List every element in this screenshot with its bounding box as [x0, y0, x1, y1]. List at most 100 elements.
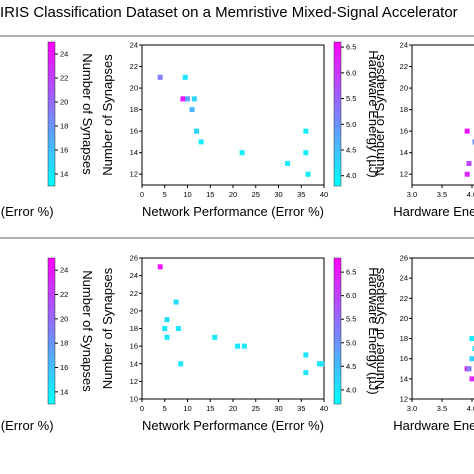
top-center-xtick-label: 25: [252, 190, 260, 199]
top-center-colorbar: [333, 41, 342, 187]
top-center-data-point: [157, 74, 163, 80]
bottom-center-xtick-label: 20: [229, 404, 237, 413]
top-left-colorbar-tick-label: 24: [60, 50, 68, 59]
bottom-center-ytick-label: 26: [130, 254, 138, 263]
top-center-ytick-label: 20: [130, 84, 138, 93]
top-center-xtick-label: 5: [163, 190, 167, 199]
bottom-left-colorbar-tick-label: 16: [60, 363, 68, 372]
top-center-colorbar-tick-label: 5.5: [346, 94, 356, 103]
bottom-left-colorbar-tick-label: 24: [60, 266, 68, 275]
top-right-xtick-label: 4.0: [467, 190, 474, 199]
top-center-ylabel: Number of Synapses: [100, 54, 115, 176]
top-right-data-point: [464, 171, 470, 177]
bottom-center-ytick-label: 24: [130, 271, 138, 280]
bottom-center-data-point: [162, 326, 168, 331]
bottom-center-ytick-label: 12: [130, 377, 138, 386]
top-right-xtick-label: 3.5: [437, 190, 447, 199]
bottom-center-colorbar-tick-label: 5.5: [346, 315, 356, 324]
top-center-ytick-label: 24: [130, 41, 138, 50]
top-right-ytick-label: 24: [400, 41, 408, 50]
top-center-xtick-label: 40: [320, 190, 328, 199]
bottom-center-colorbar-tick-label: 6.0: [346, 291, 356, 300]
top-right-xtick-label: 3.0: [407, 190, 417, 199]
bottom-right-xlabel: Hardware Energy (µJ): [393, 418, 474, 433]
bottom-center-colorbar-tick-label: 6.5: [346, 268, 356, 277]
bottom-left-colorbar: [47, 257, 56, 405]
bottom-right-data-point: [472, 346, 474, 352]
bottom-center-data-point: [164, 334, 170, 340]
bottom-center-ytick-label: 16: [130, 342, 138, 351]
top-center-ytick-label: 18: [130, 105, 138, 114]
bottom-right-ytick-label: 12: [400, 395, 408, 404]
bottom-center-xtick-label: 35: [297, 404, 305, 413]
bottom-center-ytick-label: 10: [130, 395, 138, 404]
top-right-ytick-label: 14: [400, 148, 408, 157]
bottom-left-colorbar-tick-label: 18: [60, 339, 68, 348]
bottom-right-ytick-label: 24: [400, 274, 408, 283]
top-center-data-point: [180, 96, 186, 102]
bottom-center-data-point: [178, 361, 184, 367]
top-center-colorbar-tick-label: 6.0: [346, 68, 356, 77]
bottom-center-xtick-label: 10: [183, 404, 191, 413]
top-left-xlabel: Network Performance (Error %): [0, 204, 54, 219]
bottom-center-ylabel: Number of Synapses: [100, 267, 115, 389]
top-left-colorbar-tick-label: 22: [60, 74, 68, 83]
top-center-data-point: [194, 128, 200, 134]
top-right-axes-frame: [411, 44, 474, 186]
top-center-xtick-label: 35: [297, 190, 305, 199]
bottom-right-ytick-label: 16: [400, 354, 408, 363]
bottom-right-xtick-label: 3.5: [437, 404, 447, 413]
top-center-xtick-label: 0: [140, 190, 144, 199]
top-right-ylabel: Number of Synapses: [372, 54, 387, 176]
top-right-xlabel: Hardware Energy (µJ): [393, 204, 474, 219]
top-right-ytick-label: 20: [400, 84, 408, 93]
top-left-colorbar-tick-label: 20: [60, 98, 68, 107]
bottom-center-axes-frame: [141, 257, 325, 400]
bottom-right-xtick-label: 4.0: [467, 404, 474, 413]
bottom-center-data-point: [303, 352, 309, 358]
bottom-right-ytick-label: 18: [400, 334, 408, 343]
bottom-center-ytick-label: 20: [130, 306, 138, 315]
bottom-center-data-point: [303, 370, 309, 376]
figure-title: IRIS Classification Dataset on a Memrist…: [0, 4, 458, 21]
top-center-ytick-label: 16: [130, 127, 138, 136]
top-center-colorbar-tick-label: 5.0: [346, 120, 356, 129]
bottom-right-ytick-label: 22: [400, 294, 408, 303]
bottom-right-ytick-label: 14: [400, 374, 408, 383]
top-left-colorbar-label: Number of Synapses: [80, 53, 95, 175]
top-left-colorbar-tick-label: 18: [60, 122, 68, 131]
top-center-data-point: [239, 150, 245, 156]
bottom-right-xtick-label: 3.0: [407, 404, 417, 413]
bottom-right-ytick-label: 26: [400, 254, 408, 263]
top-center-data-point: [303, 128, 309, 134]
bottom-center-xtick-label: 25: [252, 404, 260, 413]
top-center-data-point: [182, 74, 188, 80]
top-center-ytick-label: 22: [130, 62, 138, 71]
top-center-xtick-label: 20: [229, 190, 237, 199]
top-center-ytick-label: 14: [130, 148, 138, 157]
bottom-center-ytick-label: 14: [130, 359, 138, 368]
top-center-data-point: [285, 160, 291, 166]
bottom-center-xlabel: Network Performance (Error %): [142, 418, 324, 433]
bottom-center-data-point: [175, 326, 181, 331]
bottom-right-data-point: [469, 356, 474, 362]
bottom-center-colorbar: [333, 257, 342, 405]
top-center-xtick-label: 10: [183, 190, 191, 199]
bottom-center-data-point: [241, 343, 247, 349]
bottom-right-data-point: [466, 366, 472, 372]
bottom-center-colorbar-tick-label: 5.0: [346, 338, 356, 347]
bottom-center-data-point: [173, 299, 179, 305]
bottom-center-xtick-label: 0: [140, 404, 144, 413]
bottom-right-ylabel: Number of Synapses: [372, 267, 387, 389]
bottom-center-colorbar-tick-label: 4.0: [346, 385, 356, 394]
bottom-center-xtick-label: 15: [206, 404, 214, 413]
bottom-center-xtick-label: 40: [320, 404, 328, 413]
top-center-data-point: [191, 96, 197, 102]
top-center-xtick-label: 15: [206, 190, 214, 199]
top-right-data-point: [472, 139, 474, 145]
top-center-data-point: [305, 171, 311, 177]
top-right-data-point: [464, 128, 470, 134]
top-center-ytick-label: 12: [130, 170, 138, 179]
bottom-center-data-point: [319, 361, 325, 367]
